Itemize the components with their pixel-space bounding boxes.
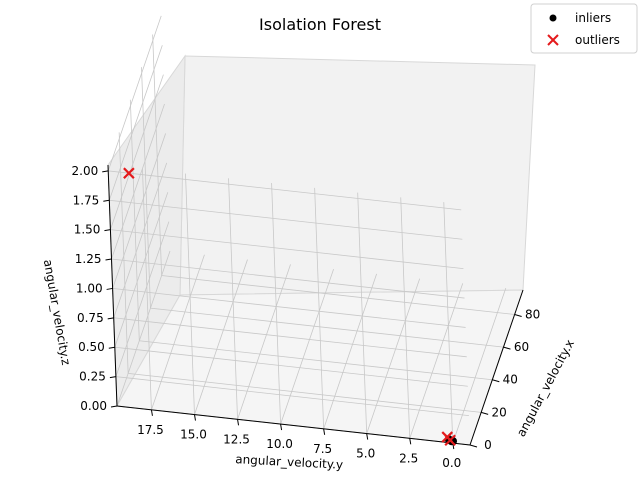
legend: inliers outliers xyxy=(530,3,638,54)
z-tick-mark xyxy=(109,376,116,379)
y-tick-label: 2.5 xyxy=(399,451,418,465)
pane-back-xz xyxy=(179,55,536,296)
z-tick-mark xyxy=(102,170,109,173)
z-tick-mark xyxy=(110,405,118,408)
z-tick-mark xyxy=(107,317,114,320)
y-axis-label: angular_velocity.y xyxy=(235,452,343,472)
z-tick-label: 1.75 xyxy=(73,193,100,207)
x-tick-mark xyxy=(492,379,500,383)
x-tick-mark xyxy=(481,411,489,415)
legend-inliers-marker xyxy=(549,14,557,22)
z-tick-mark xyxy=(108,346,115,349)
y-tick-label: 7.5 xyxy=(313,442,332,456)
y-tick-mark xyxy=(150,409,153,416)
z-tick-mark xyxy=(104,229,111,232)
x-tick-label: 60 xyxy=(514,340,529,354)
z-tick-mark xyxy=(106,287,113,290)
y-tick-mark xyxy=(323,428,326,435)
point-layer xyxy=(123,167,458,447)
y-tick-mark xyxy=(366,433,369,440)
legend-inliers-label: inliers xyxy=(575,11,611,25)
y-tick-label: 5.0 xyxy=(356,447,375,461)
legend-box xyxy=(530,3,638,54)
z-tick-label: 1.25 xyxy=(75,252,102,266)
x-tick-label: 80 xyxy=(525,307,540,321)
z-tick-label: 1.00 xyxy=(76,281,103,295)
legend-outliers-marker xyxy=(547,34,559,46)
y-tick-label: 17.5 xyxy=(137,423,164,437)
z-tick-mark xyxy=(105,258,112,261)
x-tick-mark xyxy=(514,313,522,317)
pane-floor-xy xyxy=(116,289,524,446)
outlier-point xyxy=(441,431,454,443)
y-tick-label: 12.5 xyxy=(223,432,250,446)
z-tick-label: 2.00 xyxy=(72,164,99,178)
outlier-point xyxy=(123,167,135,179)
x-tick-label: 40 xyxy=(503,373,518,387)
x-tick-label: 20 xyxy=(492,405,507,419)
y-tick-label: 0.0 xyxy=(442,456,461,470)
y-tick-label: 10.0 xyxy=(266,437,293,451)
z-tick-label: 0.00 xyxy=(80,399,107,413)
y-tick-label: 15.0 xyxy=(180,428,207,442)
y-axis-line xyxy=(116,405,471,446)
z-tick-label: 0.25 xyxy=(79,370,106,384)
chart-title: Isolation Forest xyxy=(259,15,381,34)
y-tick-mark xyxy=(237,419,240,426)
x-tick-mark xyxy=(469,444,478,448)
y-tick-mark xyxy=(193,414,196,421)
y-tick-mark xyxy=(409,438,412,445)
z-axis-label: angular_velocity.z xyxy=(41,258,73,366)
z-tick-mark xyxy=(103,199,110,202)
x-axis-line xyxy=(469,289,524,446)
z-tick-label: 0.50 xyxy=(78,340,105,354)
axis-layer xyxy=(107,164,524,446)
z-tick-label: 1.50 xyxy=(74,223,101,237)
x-tick-label: 0 xyxy=(484,438,492,452)
y-tick-mark xyxy=(280,423,283,431)
z-axis-line xyxy=(107,164,118,407)
legend-outliers-label: outliers xyxy=(575,33,620,47)
z-tick-label: 0.75 xyxy=(77,311,104,325)
x-tick-mark xyxy=(503,346,511,350)
tick-layer: 0 20 40 60 80 0.0 2.5 5.0 7.5 10.0 12.5 15.0 17.5 0.0… xyxy=(72,164,541,470)
